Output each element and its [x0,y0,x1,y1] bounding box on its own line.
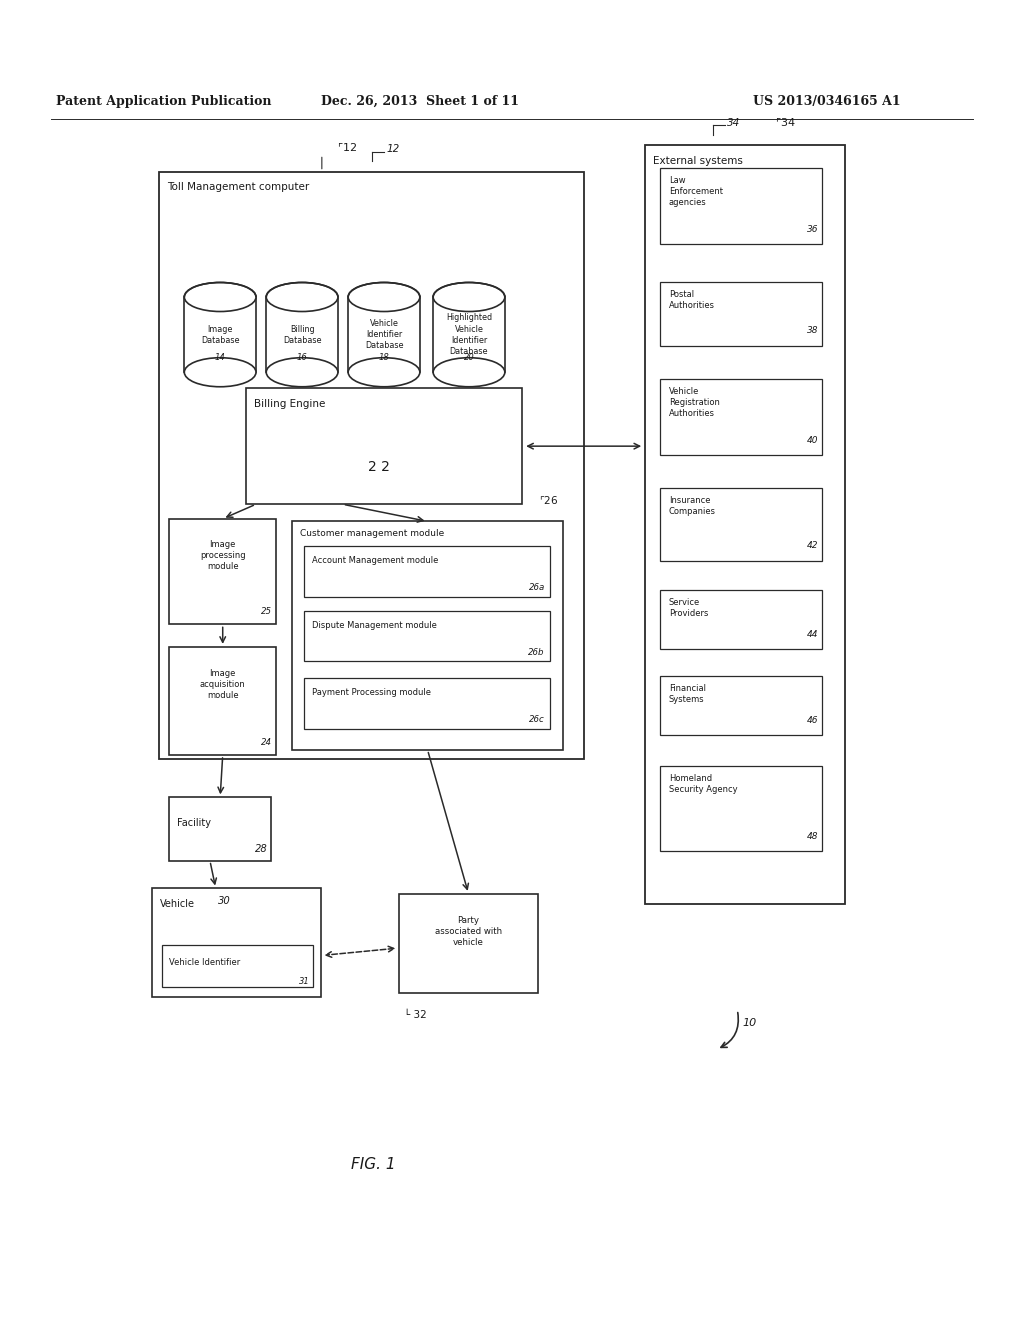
Text: 31: 31 [299,977,309,986]
Ellipse shape [348,358,420,387]
Bar [169,647,276,755]
Text: Postal
Authorities: Postal Authorities [669,290,715,310]
Text: 40: 40 [807,436,818,445]
Bar [660,590,822,649]
Text: 28: 28 [255,845,267,854]
Text: Party
associated with
vehicle: Party associated with vehicle [435,916,502,946]
Text: 36: 36 [807,224,818,234]
Text: Financial
Systems: Financial Systems [669,684,706,704]
Text: 18: 18 [379,352,389,362]
Bar [292,521,563,750]
Text: Image
Database: Image Database [201,325,240,345]
Text: 20: 20 [464,352,474,362]
Text: Vehicle Identifier: Vehicle Identifier [169,957,241,966]
Bar [660,168,822,244]
Ellipse shape [184,358,256,387]
Text: 12: 12 [386,144,399,154]
Text: Facility: Facility [177,817,211,828]
Bar [645,145,845,904]
Text: Billing
Database: Billing Database [283,325,322,345]
Text: Law
Enforcement
agencies: Law Enforcement agencies [669,176,723,207]
Bar [304,678,550,729]
Text: Toll Management computer: Toll Management computer [167,182,309,193]
Bar [184,297,256,372]
Bar [304,611,550,661]
Text: 48: 48 [807,832,818,841]
Bar [169,797,271,861]
Ellipse shape [266,358,338,387]
Text: FIG. 1: FIG. 1 [351,1156,396,1172]
Text: 44: 44 [807,630,818,639]
Bar [304,546,550,597]
Text: Service
Providers: Service Providers [669,598,708,618]
Ellipse shape [433,282,505,312]
Text: $\ulcorner$34: $\ulcorner$34 [775,116,796,128]
Text: └ 32: └ 32 [404,1010,427,1020]
Ellipse shape [433,358,505,387]
Text: 42: 42 [807,541,818,550]
Text: Dispute Management module: Dispute Management module [312,620,437,630]
Text: 30: 30 [218,896,230,907]
Bar [660,488,822,561]
Text: Insurance
Companies: Insurance Companies [669,496,716,516]
Text: 38: 38 [807,326,818,335]
Bar [433,297,505,372]
Text: 26b: 26b [528,648,545,657]
Bar [152,888,321,997]
Text: $\ulcorner$12: $\ulcorner$12 [337,141,357,153]
Text: 14: 14 [215,352,225,362]
Text: Vehicle
Identifier
Database: Vehicle Identifier Database [365,319,403,350]
Bar [246,388,522,504]
Text: $\ulcorner$26: $\ulcorner$26 [539,494,558,506]
Text: 26c: 26c [529,715,545,725]
Ellipse shape [266,282,338,312]
Bar [660,676,822,735]
Text: 26a: 26a [528,583,545,593]
Text: 2 2: 2 2 [368,461,389,474]
Text: Account Management module: Account Management module [312,556,438,565]
Text: Payment Processing module: Payment Processing module [312,688,431,697]
Bar [399,894,538,993]
Bar [162,945,313,987]
Text: Patent Application Publication: Patent Application Publication [56,95,271,108]
Bar [159,172,584,759]
Bar [660,766,822,851]
Text: External systems: External systems [653,156,743,166]
Text: Billing Engine: Billing Engine [254,399,326,409]
Text: 34: 34 [727,117,740,128]
Text: Image
acquisition
module: Image acquisition module [200,669,246,701]
Text: Homeland
Security Agency: Homeland Security Agency [669,774,737,793]
Text: Vehicle
Registration
Authorities: Vehicle Registration Authorities [669,387,720,418]
Text: Highlighted
Vehicle
Identifier
Database: Highlighted Vehicle Identifier Database [445,313,493,356]
Text: Image
processing
module: Image processing module [200,540,246,572]
Text: 10: 10 [742,1018,757,1028]
Ellipse shape [184,282,256,312]
Text: Customer management module: Customer management module [300,529,444,539]
Bar [660,282,822,346]
Ellipse shape [348,282,420,312]
Text: 46: 46 [807,715,818,725]
FancyArrowPatch shape [721,1012,738,1047]
Text: 24: 24 [261,738,272,747]
Bar [266,297,338,372]
Text: 16: 16 [297,352,307,362]
Bar [348,297,420,372]
Bar [169,519,276,624]
Text: Vehicle: Vehicle [160,899,195,909]
Text: US 2013/0346165 A1: US 2013/0346165 A1 [754,95,901,108]
Text: 25: 25 [261,607,272,616]
Text: Dec. 26, 2013  Sheet 1 of 11: Dec. 26, 2013 Sheet 1 of 11 [321,95,519,108]
Bar [660,379,822,455]
